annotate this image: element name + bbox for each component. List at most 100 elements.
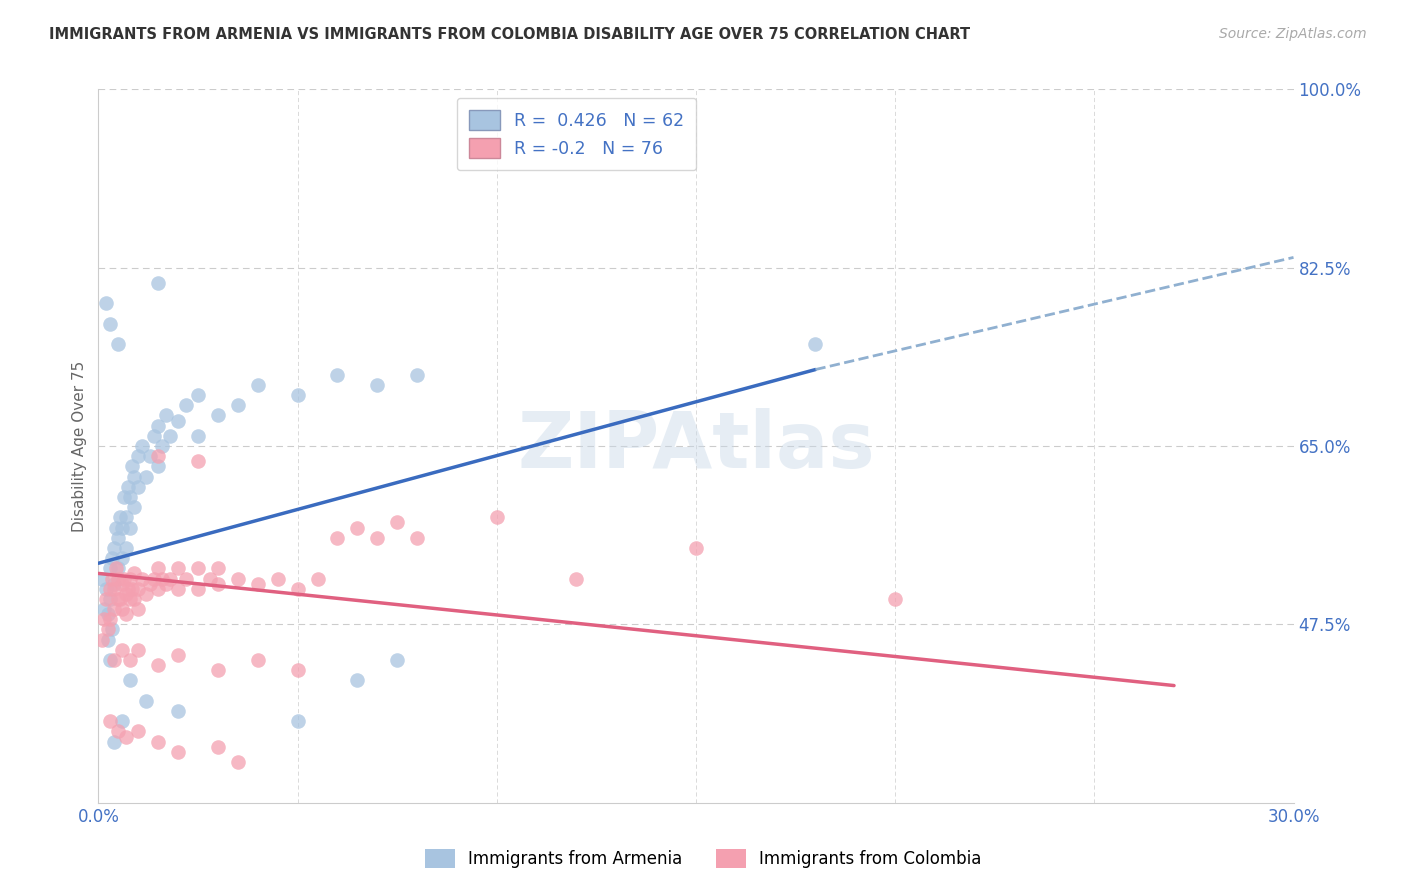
Point [97, 632, 120, 647]
Point [120, 520, 142, 534]
Point [198, 572, 221, 586]
Point [167, 582, 190, 596]
Point [366, 377, 388, 392]
Point [111, 576, 134, 591]
Point [148, 658, 170, 673]
Point [148, 459, 170, 474]
Point [287, 582, 309, 596]
Point [110, 510, 132, 524]
Point [98, 714, 122, 729]
Point [120, 653, 142, 667]
Point [101, 572, 124, 586]
Point [135, 469, 157, 483]
Point [121, 459, 143, 474]
Point [167, 648, 190, 662]
Point [93, 602, 115, 616]
Point [96, 591, 118, 606]
Point [121, 582, 143, 596]
Point [385, 516, 409, 530]
Point [112, 490, 135, 504]
Point [685, 541, 707, 555]
Point [124, 566, 146, 581]
Point [207, 663, 229, 677]
Point [120, 673, 142, 688]
Point [111, 520, 134, 534]
Point [406, 531, 429, 545]
Point [98, 653, 122, 667]
Point [93, 612, 115, 626]
Point [346, 673, 368, 688]
Point [150, 439, 173, 453]
Point [91, 632, 114, 647]
Point [101, 551, 124, 566]
Point [107, 561, 129, 575]
Point [117, 582, 139, 596]
Point [207, 739, 229, 754]
Point [131, 439, 153, 453]
Text: Source: ZipAtlas.com: Source: ZipAtlas.com [1219, 27, 1367, 41]
Point [98, 612, 122, 626]
Point [148, 561, 170, 575]
Point [107, 591, 129, 606]
Point [115, 730, 138, 744]
Point [174, 572, 197, 586]
Point [167, 561, 190, 575]
Point [111, 602, 134, 616]
Point [148, 582, 170, 596]
Point [143, 572, 166, 586]
Point [135, 587, 157, 601]
Legend: Immigrants from Armenia, Immigrants from Colombia: Immigrants from Armenia, Immigrants from… [418, 842, 988, 875]
Point [97, 623, 120, 637]
Point [207, 409, 229, 423]
Point [226, 398, 249, 412]
Point [97, 607, 120, 622]
Point [105, 561, 128, 575]
Point [155, 409, 177, 423]
Point [124, 469, 146, 483]
Point [127, 643, 149, 657]
Point [115, 510, 138, 524]
Point [103, 576, 125, 591]
Point [107, 531, 129, 545]
Point [103, 582, 125, 596]
Text: IMMIGRANTS FROM ARMENIA VS IMMIGRANTS FROM COLOMBIA DISABILITY AGE OVER 75 CORRE: IMMIGRANTS FROM ARMENIA VS IMMIGRANTS FR… [49, 27, 970, 42]
Point [287, 714, 309, 729]
Point [187, 582, 209, 596]
Point [120, 572, 142, 586]
Point [111, 643, 134, 657]
Point [565, 572, 588, 586]
Point [115, 607, 138, 622]
Legend: R =  0.426   N = 62, R = -0.2   N = 76: R = 0.426 N = 62, R = -0.2 N = 76 [457, 98, 696, 170]
Point [115, 541, 138, 555]
Point [150, 572, 173, 586]
Point [112, 572, 135, 586]
Point [101, 623, 124, 637]
Point [187, 429, 209, 443]
Point [174, 398, 197, 412]
Y-axis label: Disability Age Over 75: Disability Age Over 75 [72, 360, 87, 532]
Point [187, 388, 209, 402]
Point [127, 480, 149, 494]
Point [127, 449, 149, 463]
Point [103, 734, 125, 748]
Point [148, 276, 170, 290]
Point [148, 418, 170, 433]
Point [884, 591, 907, 606]
Point [246, 653, 269, 667]
Point [246, 576, 269, 591]
Point [124, 591, 146, 606]
Point [127, 602, 149, 616]
Point [91, 572, 114, 586]
Point [804, 337, 827, 351]
Point [105, 520, 128, 534]
Point [117, 480, 139, 494]
Point [98, 317, 122, 331]
Point [107, 572, 129, 586]
Point [98, 582, 122, 596]
Point [127, 582, 149, 596]
Point [326, 368, 349, 382]
Point [98, 561, 122, 575]
Point [385, 653, 409, 667]
Point [155, 576, 177, 591]
Point [139, 449, 162, 463]
